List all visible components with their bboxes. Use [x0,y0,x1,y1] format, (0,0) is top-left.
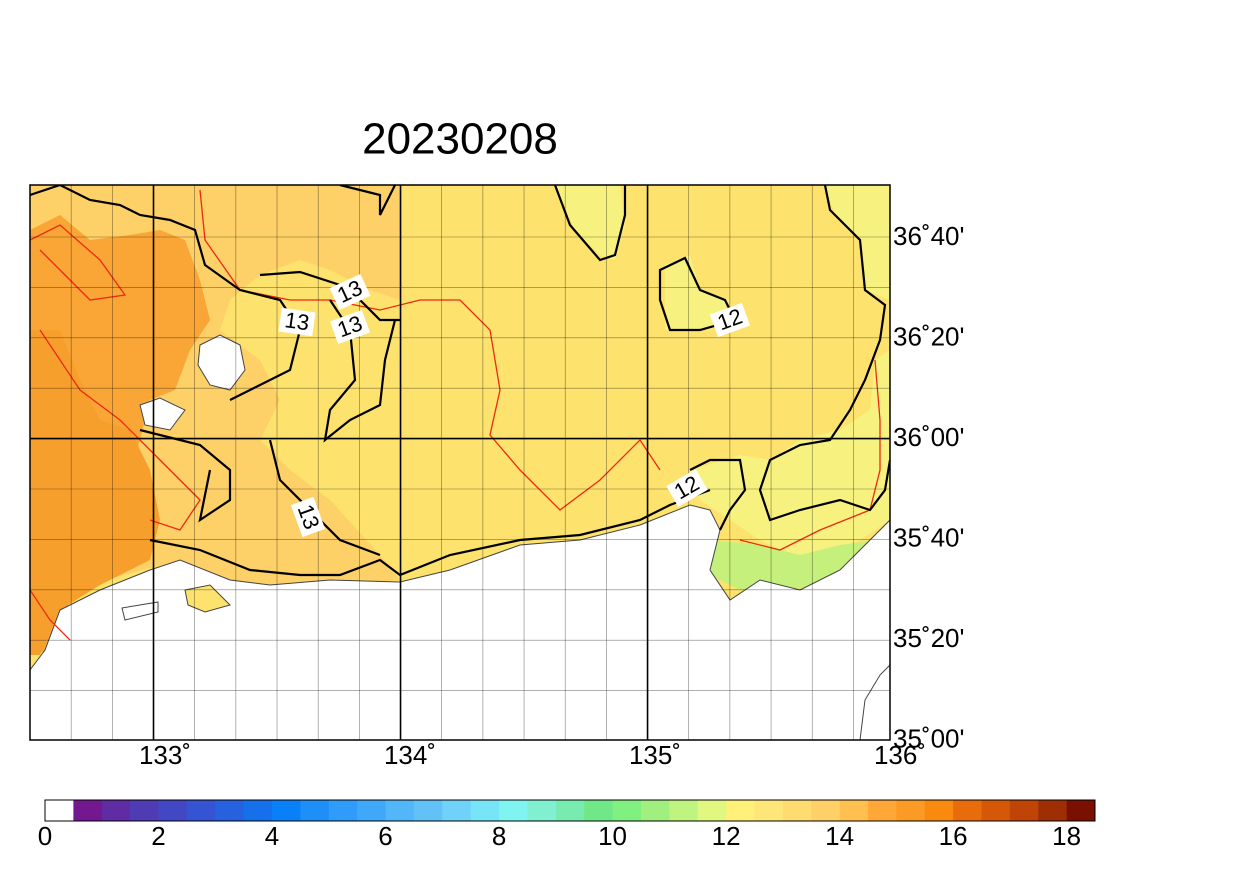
contour-label: 12 [709,302,751,338]
lake [139,397,186,431]
colorbar-tick-label: 18 [1052,821,1081,851]
lon-label: 136˚ [874,740,926,770]
contour-label-box [666,469,708,507]
colorbar-box [45,800,74,821]
colorbar-box [442,800,472,821]
island [184,584,231,613]
map-frame [29,184,891,741]
colorbar-box [896,800,926,821]
colorbar-box [470,800,500,821]
colorbar-box [924,800,954,821]
lat-label: 36˚20' [893,321,964,351]
colorbar-box [101,800,131,821]
lon-label: 134˚ [384,740,436,770]
colorbar-box [867,800,897,821]
lake [197,334,246,391]
field-yellow-green [555,185,625,260]
lat-label: 36˚00' [893,422,964,452]
colorbar-box [1038,800,1068,821]
colorbar-box [726,800,755,821]
colorbar-tick-label: 12 [712,821,741,851]
colorbar-box [697,800,727,821]
colorbar-tick-label: 8 [492,821,506,851]
lat-label: 35˚40' [893,522,964,552]
colorbar-box [73,800,103,821]
colorbar-box [754,800,784,821]
lat-label: 35˚00' [893,723,964,753]
contour-label-box [329,273,371,311]
map-title: 20230208 [362,115,558,164]
map-area [30,185,890,740]
contour-red [30,189,881,641]
field-yellow-green [690,350,890,560]
colorbar-tick-label: 14 [825,821,854,851]
colorbar-box [1066,800,1096,821]
colorbar-box [243,800,273,821]
colorbar-tick-label: 10 [598,821,627,851]
colorbar-frame [44,799,1096,822]
colorbar-tick-label: 4 [265,821,279,851]
colorbar-tick-label: 0 [38,821,52,851]
colorbar-box [385,800,415,821]
lat-label: 36˚40' [893,221,964,251]
field-dark-orange [30,330,160,655]
contour-label-text: 13 [283,307,311,335]
colorbar-box [555,800,585,821]
colorbar-box [953,800,982,821]
colorbar-box [527,800,557,821]
colorbar-box [782,800,812,821]
colorbar-box [811,800,841,821]
contour-label-box [329,309,371,345]
field-yellow-green [825,185,890,300]
colorbar-box [669,800,699,821]
colorbar-box [584,800,614,821]
colorbar-box [413,800,443,821]
contour-label-box [290,496,326,538]
colorbar: 0 2 4 6 8 10 12 14 16 18 [38,799,1096,851]
lat-label: 35˚20' [893,623,964,653]
colorbar-tick-label: 16 [939,821,968,851]
colorbar-tick-label: 6 [378,821,392,851]
colorbar-box [640,800,670,821]
field-yellow-green [665,255,730,330]
island [121,601,159,621]
colorbar-box [215,800,245,821]
colorbar-tick-label: 2 [151,821,165,851]
lon-label: 135˚ [629,740,681,770]
colorbar-box [981,800,1011,821]
contour-label: 13 [278,307,316,337]
colorbar-box [1009,800,1039,821]
colorbar-box [328,800,358,821]
sea [30,504,890,740]
colorbar-box [300,800,330,821]
colorbar-box [357,800,387,821]
colorbar-box [158,800,188,821]
colorbar-box [839,800,869,821]
coast [859,664,890,740]
colorbar-box [499,800,528,821]
contour-label-box [709,302,751,338]
lon-label: 133˚ [139,740,191,770]
colorbar-box [130,800,160,821]
colorbar-box [612,800,642,821]
colorbar-box [272,800,301,821]
colorbar-box [186,800,216,821]
contour-label-box [278,307,316,337]
